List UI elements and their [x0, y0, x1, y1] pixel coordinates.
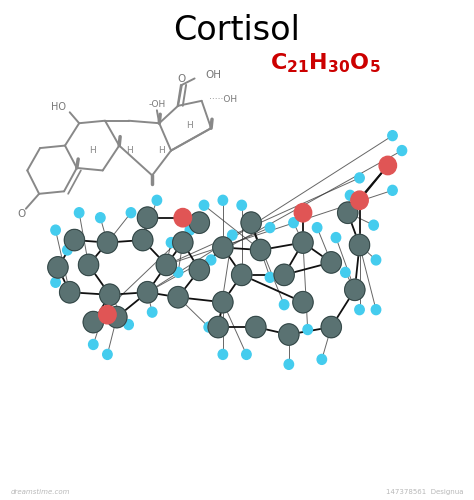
Circle shape — [99, 306, 116, 324]
Circle shape — [371, 255, 381, 265]
Circle shape — [152, 196, 162, 205]
Circle shape — [317, 354, 327, 364]
Circle shape — [379, 156, 397, 174]
Circle shape — [388, 130, 397, 140]
Circle shape — [96, 212, 105, 222]
Circle shape — [97, 232, 118, 253]
Circle shape — [265, 272, 275, 282]
Circle shape — [189, 259, 210, 280]
Circle shape — [60, 282, 80, 303]
Circle shape — [321, 316, 341, 338]
Circle shape — [100, 284, 120, 306]
Circle shape — [388, 186, 397, 196]
Text: ·····OH: ·····OH — [209, 95, 237, 104]
Circle shape — [237, 200, 246, 210]
Text: -OH: -OH — [148, 100, 165, 110]
Circle shape — [48, 256, 68, 278]
Text: dreamstime.com: dreamstime.com — [11, 488, 70, 494]
Circle shape — [246, 316, 266, 338]
Circle shape — [346, 190, 355, 200]
Circle shape — [355, 304, 364, 314]
Circle shape — [293, 292, 313, 313]
Circle shape — [369, 220, 378, 230]
Text: O: O — [17, 208, 25, 218]
Circle shape — [331, 232, 341, 242]
Circle shape — [147, 307, 157, 317]
Circle shape — [206, 255, 216, 265]
Circle shape — [103, 350, 112, 360]
Circle shape — [173, 268, 183, 278]
Circle shape — [312, 222, 322, 232]
Circle shape — [74, 208, 84, 218]
Circle shape — [397, 146, 407, 156]
Circle shape — [371, 304, 381, 314]
Circle shape — [351, 191, 368, 210]
Circle shape — [133, 230, 153, 250]
Circle shape — [284, 360, 293, 370]
Circle shape — [83, 312, 103, 333]
Circle shape — [228, 230, 237, 240]
Text: 147378561  Designua: 147378561 Designua — [386, 488, 463, 494]
Text: H: H — [158, 146, 165, 155]
Circle shape — [355, 173, 364, 183]
Circle shape — [218, 196, 228, 205]
Circle shape — [218, 350, 228, 360]
Text: OH: OH — [205, 70, 221, 80]
Text: HO: HO — [51, 102, 66, 113]
Circle shape — [166, 238, 176, 248]
Circle shape — [199, 200, 209, 210]
Circle shape — [213, 292, 233, 313]
Circle shape — [349, 234, 370, 256]
Text: H: H — [126, 146, 133, 155]
Circle shape — [341, 268, 350, 278]
Circle shape — [250, 240, 271, 260]
Circle shape — [279, 324, 299, 345]
Circle shape — [89, 340, 98, 349]
Circle shape — [293, 232, 313, 253]
Circle shape — [137, 207, 157, 229]
Circle shape — [289, 218, 298, 228]
Circle shape — [279, 300, 289, 310]
Circle shape — [294, 204, 312, 222]
Circle shape — [174, 208, 191, 227]
Circle shape — [126, 208, 136, 218]
Text: Cortisol: Cortisol — [173, 14, 301, 47]
Circle shape — [274, 264, 294, 285]
Circle shape — [63, 245, 72, 255]
Circle shape — [185, 225, 195, 235]
Circle shape — [345, 279, 365, 300]
Circle shape — [124, 320, 133, 330]
Circle shape — [168, 286, 188, 308]
Circle shape — [213, 237, 233, 258]
Circle shape — [107, 306, 127, 328]
Circle shape — [337, 202, 358, 224]
Circle shape — [232, 264, 252, 285]
Text: H: H — [186, 121, 193, 130]
Circle shape — [265, 222, 275, 232]
Circle shape — [64, 230, 84, 250]
Circle shape — [173, 232, 193, 253]
Circle shape — [303, 324, 312, 334]
Circle shape — [137, 282, 157, 303]
Circle shape — [321, 252, 341, 273]
Circle shape — [241, 212, 261, 234]
Circle shape — [51, 225, 60, 235]
Circle shape — [51, 278, 60, 287]
Text: $\mathbf{C_{21}H_{30}O_5}$: $\mathbf{C_{21}H_{30}O_5}$ — [270, 52, 381, 76]
Circle shape — [204, 322, 213, 332]
Circle shape — [208, 316, 228, 338]
Text: O: O — [178, 74, 186, 84]
Circle shape — [78, 254, 99, 276]
Circle shape — [242, 350, 251, 360]
Circle shape — [156, 254, 176, 276]
Text: H: H — [89, 146, 96, 155]
Circle shape — [189, 212, 210, 234]
